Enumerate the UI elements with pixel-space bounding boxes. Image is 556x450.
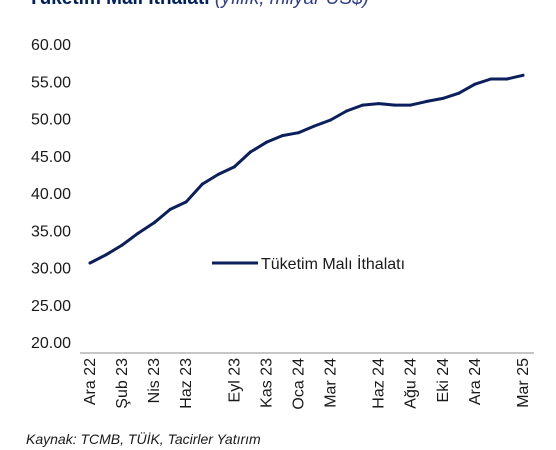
x-tick-label: Ara 22 bbox=[82, 358, 99, 405]
y-tick-label: 40.00 bbox=[31, 186, 71, 203]
data-point bbox=[409, 103, 413, 107]
data-point bbox=[521, 73, 525, 77]
x-tick-label: Nis 23 bbox=[146, 358, 163, 403]
x-tick-label: Kas 23 bbox=[258, 358, 275, 408]
data-point bbox=[184, 200, 188, 204]
x-tick-label: Ara 24 bbox=[467, 358, 484, 405]
data-point bbox=[168, 207, 172, 211]
data-point bbox=[297, 131, 300, 135]
y-tick-label: 55.00 bbox=[31, 74, 71, 91]
data-point bbox=[264, 140, 268, 144]
data-point bbox=[489, 77, 493, 81]
y-tick-label: 30.00 bbox=[31, 261, 71, 278]
x-tick-label: Oca 24 bbox=[290, 358, 307, 410]
x-tick-label: Ağu 24 bbox=[403, 358, 420, 409]
y-tick-label: 50.00 bbox=[31, 112, 71, 129]
data-point bbox=[313, 124, 316, 128]
y-tick-label: 35.00 bbox=[31, 223, 71, 240]
data-point bbox=[232, 165, 236, 169]
x-tick-label: Haz 23 bbox=[178, 358, 195, 409]
x-tick-label: Eyl 23 bbox=[226, 358, 243, 403]
data-point bbox=[248, 150, 252, 154]
x-tick-label: Eki 24 bbox=[435, 358, 452, 403]
legend-label: Tüketim Malı İthalatı bbox=[261, 254, 405, 273]
y-tick-label: 25.00 bbox=[31, 298, 71, 315]
data-point bbox=[88, 261, 92, 265]
chart-title-block: Tüketim Malı İthalatı (yıllık, milyar US… bbox=[28, 0, 369, 10]
data-point bbox=[104, 253, 108, 257]
x-tick-label: Mar 25 bbox=[515, 358, 532, 408]
y-tick-label: 20.00 bbox=[31, 335, 71, 352]
data-point bbox=[152, 221, 156, 225]
data-point bbox=[280, 134, 284, 138]
y-tick-label: 60.00 bbox=[31, 37, 71, 54]
data-point bbox=[329, 118, 333, 122]
source-note: Kaynak: TCMB, TÜİK, Tacirler Yatırım bbox=[26, 431, 261, 447]
x-tick-label: Mar 24 bbox=[323, 358, 340, 408]
data-point bbox=[393, 103, 397, 107]
data-point bbox=[457, 91, 461, 95]
data-point bbox=[425, 99, 429, 103]
data-point bbox=[216, 172, 220, 176]
chart-subtitle: (yıllık, milyar US$) bbox=[215, 0, 369, 9]
data-point bbox=[120, 243, 124, 247]
data-point bbox=[200, 182, 204, 186]
data-point bbox=[345, 109, 349, 113]
data-point bbox=[505, 77, 509, 81]
data-point bbox=[441, 96, 445, 100]
x-tick-label: Şub 23 bbox=[114, 358, 131, 409]
x-tick-label: Haz 24 bbox=[371, 358, 388, 409]
data-point bbox=[473, 82, 477, 86]
line-chart: 20.00 25.00 30.00 35.00 40.00 45.00 50.00 55.00… bbox=[31, 37, 534, 410]
y-tick-label: 45.00 bbox=[31, 149, 71, 166]
series-line bbox=[88, 73, 525, 265]
data-point bbox=[136, 231, 140, 235]
data-point bbox=[361, 103, 365, 107]
chart-title: Tüketim Malı İthalatı bbox=[28, 0, 210, 9]
data-point bbox=[377, 102, 381, 106]
